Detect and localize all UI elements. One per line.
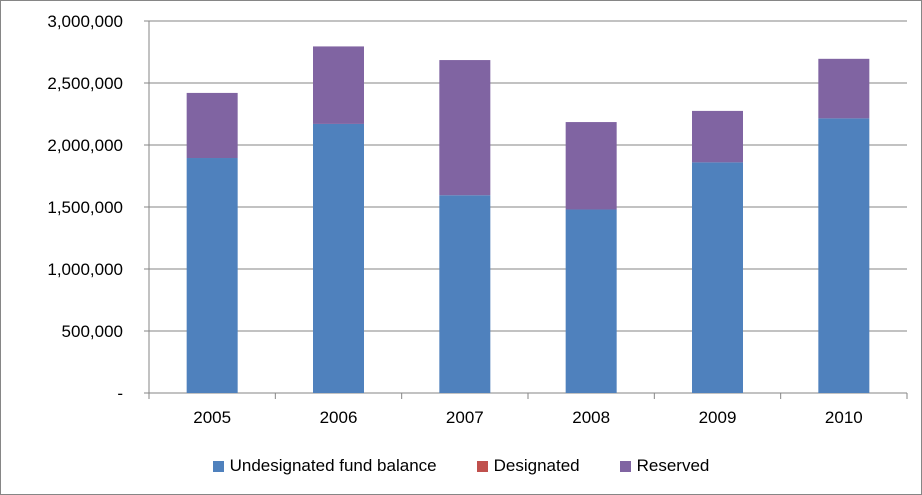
legend-item-undesignated: Undesignated fund balance [212,456,437,476]
bar-undesignated-fund-balance-2008 [565,209,617,393]
bar-undesignated-fund-balance-2006 [313,123,364,394]
bar-reserved-2005 [186,92,238,159]
x-tick-label-2007: 2007 [446,408,484,427]
x-tick-label-2010: 2010 [825,408,863,427]
y-tick-label-2: 1,000,000 [47,260,123,279]
legend-label-designated: Designated [493,456,580,475]
bar-undesignated-fund-balance-2005 [186,158,238,393]
bar-undesignated-fund-balance-2007 [439,195,491,393]
y-tick-label-0: - [117,384,123,403]
bar-undesignated-fund-balance-2010 [818,118,870,393]
legend-item-designated: Designated [476,456,580,476]
x-tick-label-2006: 2006 [320,408,358,427]
y-tick-label-4: 2,000,000 [47,136,123,155]
legend-item-reserved: Reserved [619,456,710,476]
y-tick-label-1: 500,000 [62,322,123,341]
x-tick-label-2008: 2008 [572,408,610,427]
chart-legend: Undesignated fund balance Designated Res… [1,451,921,481]
x-tick-label-2009: 2009 [699,408,737,427]
bar-undesignated-fund-balance-2009 [692,162,743,393]
bar-reserved-2010 [818,58,870,119]
x-tick-label-2005: 2005 [193,408,231,427]
bar-reserved-2009 [692,110,743,163]
legend-swatch-reserved [619,460,631,472]
y-tick-label-3: 1,500,000 [47,198,123,217]
legend-label-reserved: Reserved [636,456,710,475]
bar-reserved-2006 [313,46,364,124]
legend-swatch-designated [476,460,488,472]
bar-reserved-2007 [439,60,491,196]
y-tick-label-5: 2,500,000 [47,74,123,93]
bar-reserved-2008 [565,122,617,210]
legend-label-undesignated: Undesignated fund balance [229,456,437,475]
legend-swatch-undesignated [212,460,224,472]
stacked-bar-chart: - 500,000 1,000,000 1,500,000 2,000,000 2,500… [47,12,908,427]
y-tick-label-6: 3,000,000 [47,12,123,31]
